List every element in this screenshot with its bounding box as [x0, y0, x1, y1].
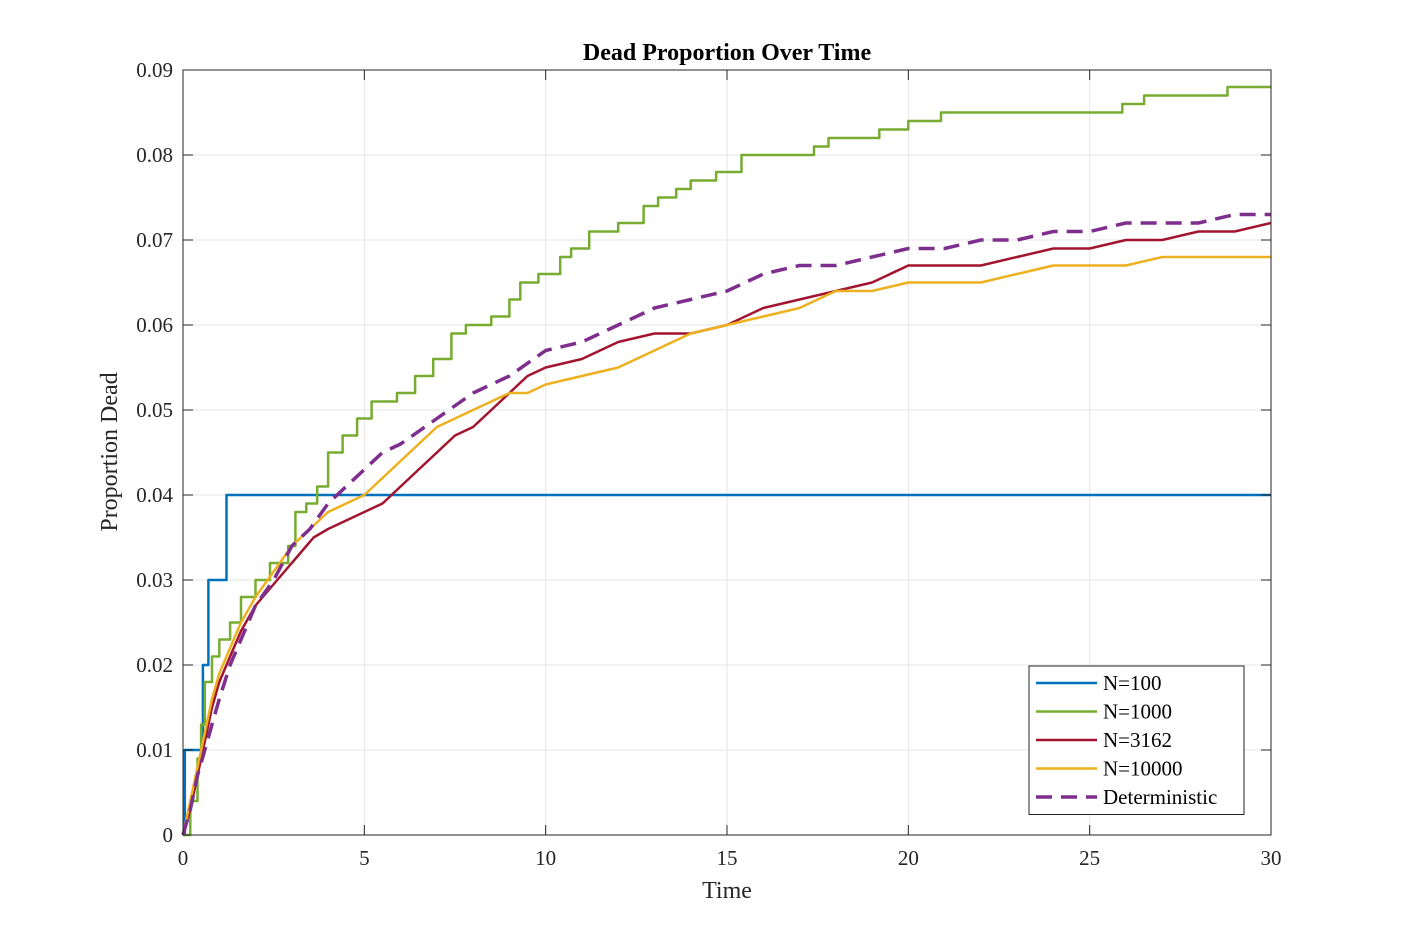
series-line-1: [183, 85, 1271, 837]
x-tick-label: 15: [717, 846, 738, 870]
y-tick-label: 0.03: [136, 568, 173, 592]
legend-label: Deterministic: [1103, 785, 1217, 809]
y-tick-label: 0.07: [136, 228, 173, 252]
y-tick-label: 0.02: [136, 653, 173, 677]
plot-series: [181, 85, 1272, 837]
series-line-4: [181, 212, 1271, 836]
tick-labels: 0 5 10 15 20 25 30 0 0.01 0.02 0.03 0.04 0.05 0.06 0.0…: [136, 58, 1281, 870]
series-line-2: [181, 221, 1272, 836]
y-tick-label: 0.06: [136, 313, 173, 337]
plot-area-border: [182, 69, 1272, 836]
x-tick-label: 5: [359, 846, 370, 870]
series-line-0: [183, 493, 1271, 837]
x-axis-label: Time: [702, 878, 752, 904]
x-tick-label: 10: [535, 846, 556, 870]
x-tick-label: 30: [1261, 846, 1282, 870]
y-tick-label: 0.09: [136, 58, 173, 82]
y-axis-label: Proportion Dead: [97, 372, 123, 531]
series-line-3: [181, 255, 1271, 836]
legend-label: N=100: [1103, 671, 1162, 695]
axes-box: [182, 69, 1272, 836]
x-tick-label: 20: [898, 846, 919, 870]
legend: N=100 N=1000 N=3162 N=10000 Deterministic: [1028, 665, 1245, 815]
legend-label: N=10000: [1103, 757, 1183, 781]
y-tick-label: 0.08: [136, 143, 173, 167]
y-tick-label: 0.04: [136, 483, 173, 507]
y-tick-label: 0.01: [136, 738, 173, 762]
y-tick-label: 0.05: [136, 398, 173, 422]
chart-title: Dead Proportion Over Time: [583, 40, 872, 66]
x-tick-label: 0: [178, 846, 189, 870]
x-tick-label: 25: [1079, 846, 1100, 870]
legend-label: N=3162: [1103, 728, 1172, 752]
legend-label: N=1000: [1103, 700, 1172, 724]
y-tick-label: 0: [163, 823, 174, 847]
